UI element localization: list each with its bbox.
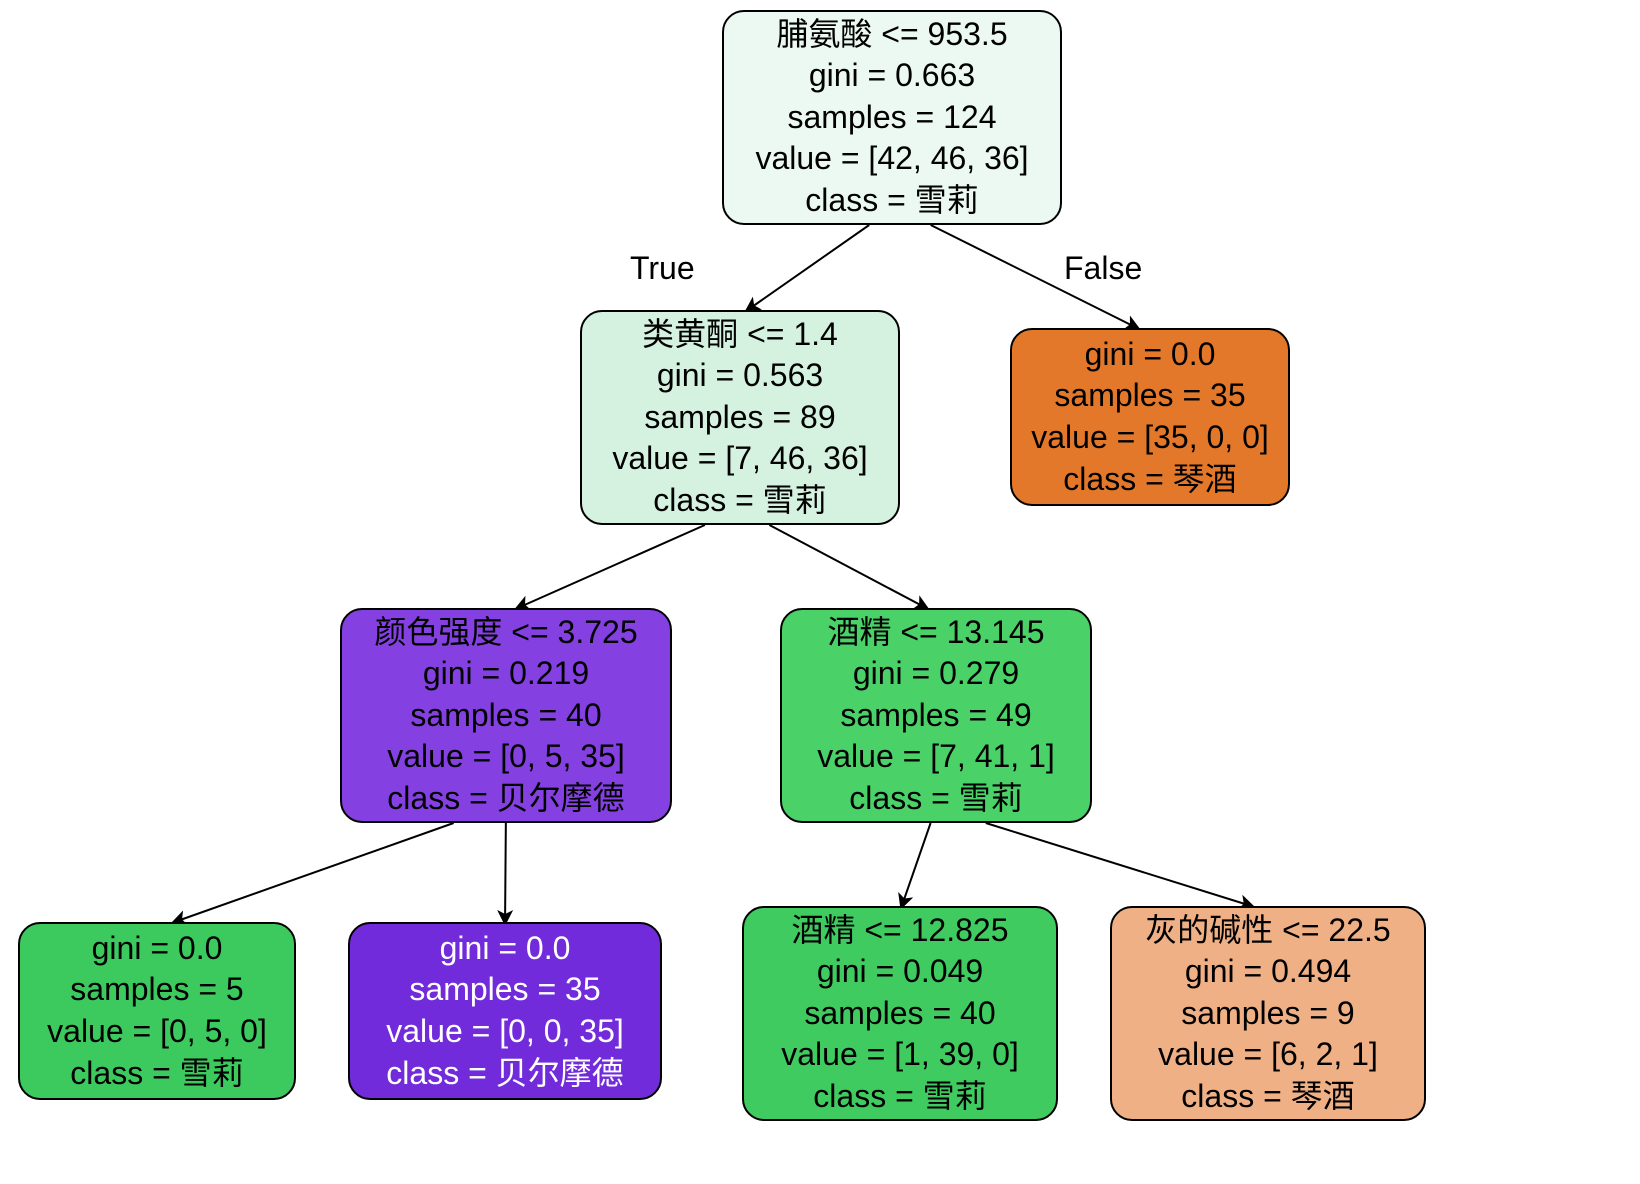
tree-node-text-line: samples = 5 [70, 969, 243, 1011]
tree-node-text-line: 脯氨酸 <= 953.5 [776, 14, 1007, 56]
tree-edge [902, 823, 931, 906]
tree-node-text-line: class = 雪莉 [70, 1053, 243, 1095]
tree-node-text-line: value = [42, 46, 36] [755, 138, 1028, 180]
tree-edge [748, 225, 870, 310]
tree-node-text-line: class = 雪莉 [653, 480, 826, 522]
tree-node-text-line: value = [35, 0, 0] [1031, 417, 1269, 459]
tree-node-text-line: class = 贝尔摩德 [387, 778, 624, 820]
tree-node-text-line: 酒精 <= 12.825 [791, 910, 1008, 952]
tree-node-text-line: gini = 0.0 [1085, 334, 1216, 376]
tree-node-n7: 酒精 <= 12.825gini = 0.049samples = 40valu… [742, 906, 1058, 1121]
tree-node-text-line: class = 琴酒 [1063, 459, 1236, 501]
tree-edge [505, 823, 506, 922]
tree-node-text-line: value = [0, 0, 35] [386, 1011, 624, 1053]
tree-node-text-line: gini = 0.563 [657, 355, 823, 397]
edge-label-false: False [1064, 250, 1142, 287]
tree-node-text-line: class = 雪莉 [805, 180, 978, 222]
tree-node-text-line: samples = 35 [409, 969, 600, 1011]
tree-node-n3: 颜色强度 <= 3.725gini = 0.219samples = 40val… [340, 608, 672, 823]
tree-node-n1: 类黄酮 <= 1.4gini = 0.563samples = 89value … [580, 310, 900, 525]
tree-node-text-line: class = 雪莉 [849, 778, 1022, 820]
tree-node-text-line: gini = 0.0 [92, 928, 223, 970]
edge-label-true: True [630, 250, 695, 287]
tree-node-text-line: samples = 40 [410, 695, 601, 737]
tree-node-text-line: samples = 124 [787, 97, 996, 139]
tree-node-text-line: gini = 0.279 [853, 653, 1019, 695]
tree-node-text-line: class = 琴酒 [1181, 1076, 1354, 1118]
tree-node-text-line: gini = 0.049 [817, 951, 983, 993]
decision-tree-container: 脯氨酸 <= 953.5gini = 0.663samples = 124val… [0, 0, 1640, 1184]
tree-edge [769, 525, 926, 608]
tree-node-text-line: value = [0, 5, 35] [387, 736, 625, 778]
tree-node-text-line: gini = 0.219 [423, 653, 589, 695]
tree-node-n5: gini = 0.0samples = 5value = [0, 5, 0]cl… [18, 922, 296, 1100]
tree-node-text-line: value = [0, 5, 0] [47, 1011, 267, 1053]
tree-node-text-line: value = [7, 46, 36] [612, 438, 867, 480]
tree-edge [518, 525, 705, 608]
tree-node-text-line: samples = 35 [1054, 375, 1245, 417]
tree-node-text-line: 酒精 <= 13.145 [827, 612, 1044, 654]
tree-node-text-line: samples = 40 [804, 993, 995, 1035]
tree-node-text-line: value = [1, 39, 0] [781, 1034, 1019, 1076]
tree-node-text-line: samples = 89 [644, 397, 835, 439]
tree-node-text-line: value = [7, 41, 1] [817, 736, 1055, 778]
tree-node-n2: gini = 0.0samples = 35value = [35, 0, 0]… [1010, 328, 1290, 506]
tree-node-text-line: samples = 9 [1181, 993, 1354, 1035]
tree-node-text-line: samples = 49 [840, 695, 1031, 737]
tree-edge [174, 823, 453, 922]
tree-node-n6: gini = 0.0samples = 35value = [0, 0, 35]… [348, 922, 662, 1100]
tree-node-root: 脯氨酸 <= 953.5gini = 0.663samples = 124val… [722, 10, 1062, 225]
tree-node-text-line: 颜色强度 <= 3.725 [374, 612, 637, 654]
tree-node-text-line: gini = 0.0 [440, 928, 571, 970]
tree-node-text-line: class = 贝尔摩德 [386, 1053, 623, 1095]
tree-node-text-line: 灰的碱性 <= 22.5 [1145, 910, 1390, 952]
tree-node-text-line: class = 雪莉 [813, 1076, 986, 1118]
tree-node-text-line: gini = 0.663 [809, 55, 975, 97]
tree-node-text-line: value = [6, 2, 1] [1158, 1034, 1378, 1076]
tree-node-n8: 灰的碱性 <= 22.5gini = 0.494samples = 9value… [1110, 906, 1426, 1121]
tree-node-text-line: 类黄酮 <= 1.4 [642, 314, 838, 356]
tree-edge [986, 823, 1252, 906]
tree-node-text-line: gini = 0.494 [1185, 951, 1351, 993]
tree-node-n4: 酒精 <= 13.145gini = 0.279samples = 49valu… [780, 608, 1092, 823]
